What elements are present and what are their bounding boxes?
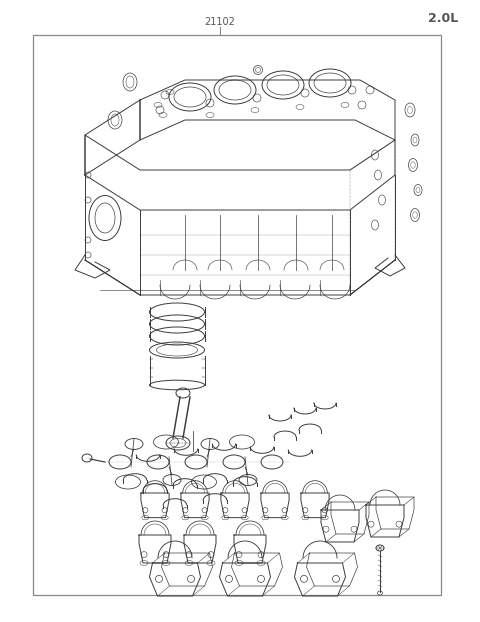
Text: 21102: 21102 — [204, 17, 235, 27]
Bar — [33, 35, 441, 595]
Text: 2.0L: 2.0L — [428, 11, 458, 24]
